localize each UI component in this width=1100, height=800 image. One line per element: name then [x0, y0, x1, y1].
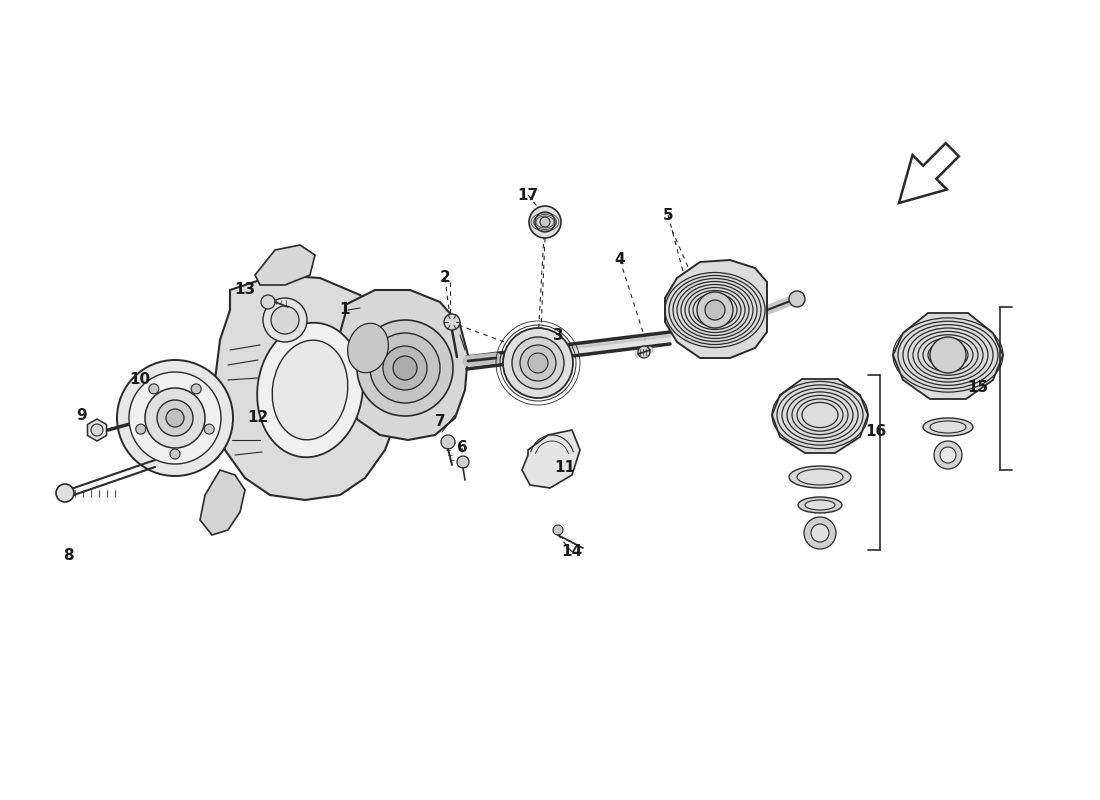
Circle shape: [528, 353, 548, 373]
Circle shape: [56, 484, 74, 502]
Ellipse shape: [798, 469, 843, 485]
Polygon shape: [255, 245, 315, 285]
Circle shape: [91, 424, 103, 436]
Text: 11: 11: [554, 461, 575, 475]
Text: 1: 1: [340, 302, 350, 318]
Circle shape: [191, 384, 201, 394]
Circle shape: [705, 300, 725, 320]
Circle shape: [205, 424, 214, 434]
Polygon shape: [336, 290, 468, 440]
Circle shape: [930, 337, 966, 373]
Circle shape: [261, 295, 275, 309]
Circle shape: [456, 456, 469, 468]
Circle shape: [117, 360, 233, 476]
Text: 8: 8: [63, 547, 74, 562]
Circle shape: [441, 435, 455, 449]
Polygon shape: [88, 419, 107, 441]
Text: 9: 9: [77, 407, 87, 422]
Circle shape: [157, 400, 192, 436]
Ellipse shape: [789, 466, 851, 488]
Polygon shape: [522, 430, 580, 488]
Text: 10: 10: [130, 373, 151, 387]
Circle shape: [370, 333, 440, 403]
Text: 14: 14: [561, 545, 583, 559]
Polygon shape: [899, 143, 959, 203]
Circle shape: [535, 212, 556, 232]
Circle shape: [129, 372, 221, 464]
Circle shape: [804, 517, 836, 549]
Text: 3: 3: [552, 327, 563, 342]
Circle shape: [811, 524, 829, 542]
Text: 7: 7: [434, 414, 446, 430]
Ellipse shape: [805, 500, 835, 510]
Circle shape: [503, 328, 573, 398]
Ellipse shape: [272, 340, 348, 440]
Circle shape: [553, 525, 563, 535]
Text: 16: 16: [866, 425, 887, 439]
Ellipse shape: [798, 497, 842, 513]
Circle shape: [271, 306, 299, 334]
Text: 17: 17: [517, 187, 539, 202]
Ellipse shape: [923, 418, 974, 436]
Polygon shape: [772, 379, 868, 453]
Circle shape: [148, 384, 158, 394]
Circle shape: [934, 441, 962, 469]
Circle shape: [789, 291, 805, 307]
Circle shape: [520, 345, 556, 381]
Polygon shape: [200, 470, 245, 535]
Circle shape: [263, 298, 307, 342]
Text: 4: 4: [615, 253, 625, 267]
Polygon shape: [893, 313, 1003, 399]
Polygon shape: [214, 275, 405, 500]
Circle shape: [529, 206, 561, 238]
Ellipse shape: [257, 322, 363, 458]
Circle shape: [638, 346, 650, 358]
Text: 15: 15: [967, 381, 989, 395]
Text: 12: 12: [248, 410, 268, 426]
Text: 13: 13: [234, 282, 255, 298]
Circle shape: [540, 217, 550, 227]
Circle shape: [145, 388, 205, 448]
Text: 6: 6: [456, 441, 468, 455]
Ellipse shape: [930, 421, 966, 433]
Circle shape: [940, 447, 956, 463]
Polygon shape: [666, 260, 767, 358]
Circle shape: [358, 320, 453, 416]
Circle shape: [512, 337, 564, 389]
Circle shape: [166, 409, 184, 427]
Ellipse shape: [348, 323, 388, 373]
Circle shape: [393, 356, 417, 380]
Text: 2: 2: [440, 270, 450, 286]
Circle shape: [135, 424, 146, 434]
Text: 5: 5: [662, 207, 673, 222]
Circle shape: [697, 292, 733, 328]
Circle shape: [170, 449, 180, 459]
Circle shape: [444, 314, 460, 330]
Circle shape: [383, 346, 427, 390]
